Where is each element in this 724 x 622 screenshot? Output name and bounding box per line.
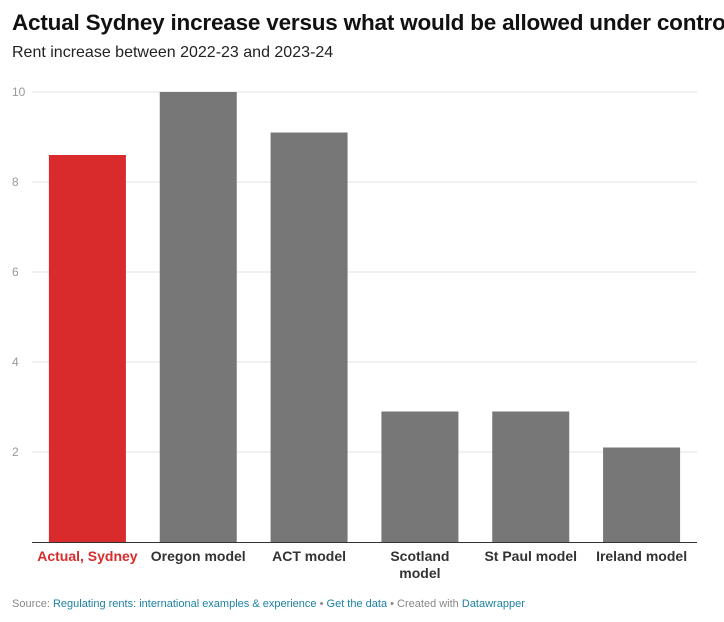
- x-category-label-line: St Paul model: [484, 548, 577, 564]
- chart-subtitle: Rent increase between 2022-23 and 2023-2…: [12, 44, 334, 61]
- created-with-label: Created with: [397, 598, 459, 610]
- x-category-label: St Paul model: [484, 548, 577, 564]
- x-category-label-line: model: [399, 565, 440, 581]
- x-category-label-line: ACT model: [272, 548, 346, 564]
- footer-separator: •: [319, 598, 324, 610]
- x-category-label: ACT model: [272, 548, 346, 564]
- bar: [48, 155, 126, 542]
- chart-title: Actual Sydney increase versus what would…: [12, 10, 724, 35]
- footer-separator: •: [390, 598, 394, 610]
- bar: [159, 92, 237, 542]
- source-label: Source:: [12, 598, 50, 610]
- chart-footer: Source: Regulating rents: international …: [12, 598, 525, 610]
- y-tick-label: 8: [12, 175, 19, 189]
- y-tick-label: 6: [12, 265, 19, 279]
- bar: [603, 447, 681, 542]
- y-tick-label: 10: [12, 85, 26, 99]
- source-link[interactable]: Regulating rents: international examples…: [52, 598, 317, 610]
- x-category-label-line: Actual, Sydney: [37, 548, 138, 564]
- get-the-data-link[interactable]: Get the data: [326, 598, 388, 610]
- y-tick-label: 4: [12, 355, 19, 369]
- datawrapper-link[interactable]: Datawrapper: [461, 598, 525, 610]
- x-category-label-line: Oregon model: [151, 548, 246, 564]
- bar: [270, 132, 348, 542]
- x-category-label: Oregon model: [151, 548, 246, 564]
- x-category-label: Scotland model: [390, 548, 449, 581]
- x-category-label: Ireland model: [596, 548, 687, 564]
- bar: [492, 411, 570, 542]
- x-category-label-line: Ireland model: [596, 548, 687, 564]
- y-tick-label: 2: [12, 445, 19, 459]
- x-category-label-line: Scotland: [390, 548, 449, 564]
- bar: [381, 411, 459, 542]
- bar-chart: 2 4 6 8 10 Actual, Sydney Oregon model ACT mode…: [12, 85, 697, 581]
- x-category-label: Actual, Sydney: [37, 548, 138, 564]
